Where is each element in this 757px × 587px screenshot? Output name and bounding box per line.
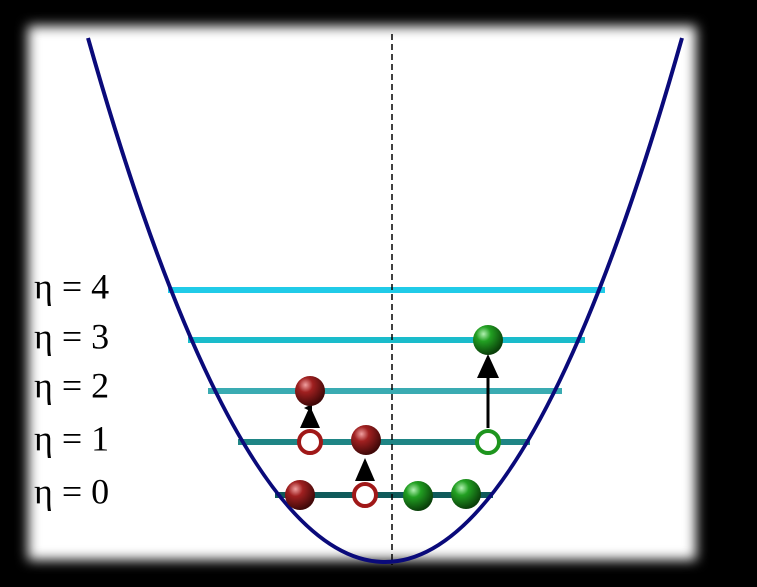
hole bbox=[297, 429, 323, 455]
particle bbox=[295, 376, 325, 406]
particle bbox=[351, 425, 381, 455]
particle bbox=[451, 479, 481, 509]
particle bbox=[285, 480, 315, 510]
particle bbox=[473, 325, 503, 355]
level-label: η = 2 bbox=[34, 365, 109, 405]
level-label: η = 0 bbox=[34, 471, 109, 511]
arrow-head bbox=[355, 458, 375, 481]
particle bbox=[403, 481, 433, 511]
hole bbox=[352, 482, 378, 508]
level-label: η = 1 bbox=[34, 418, 109, 458]
potential-well bbox=[86, 37, 684, 564]
arrow-head bbox=[477, 354, 499, 378]
arrow-head bbox=[300, 406, 320, 428]
level-label: η = 4 bbox=[34, 266, 109, 306]
hole bbox=[475, 429, 501, 455]
level-label: η = 3 bbox=[34, 316, 109, 356]
